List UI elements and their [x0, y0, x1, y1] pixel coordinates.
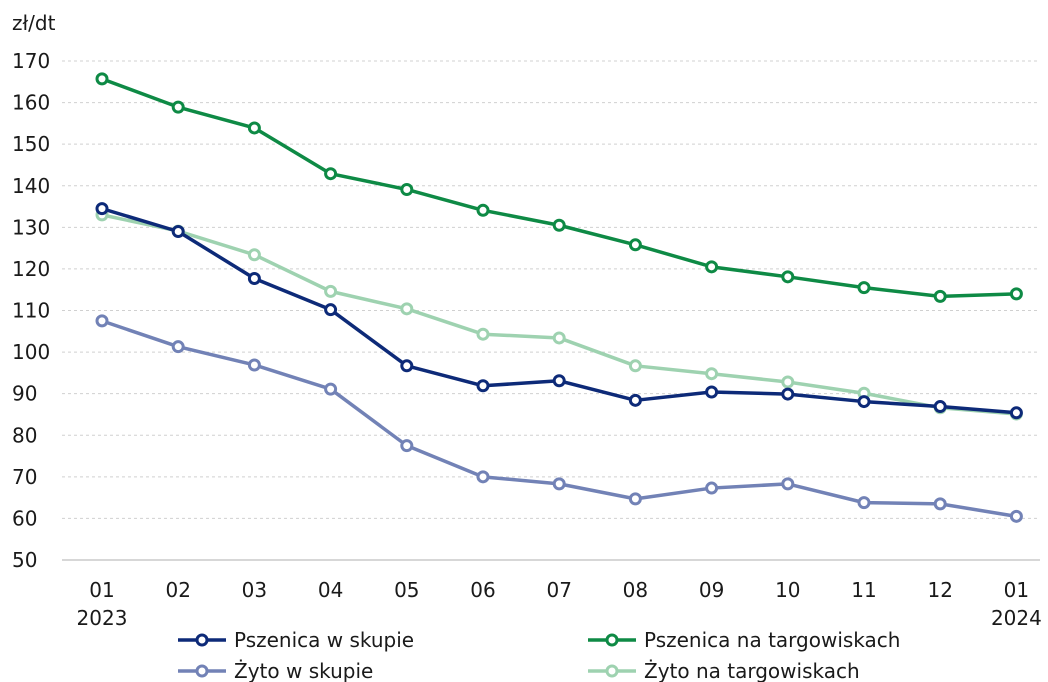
x-tick-label: 08	[623, 578, 648, 602]
data-point	[171, 340, 185, 354]
y-unit-label: zł/dt	[12, 11, 56, 35]
x-year-label: 2024	[991, 606, 1042, 630]
y-tick-label: 90	[12, 382, 37, 406]
y-tick-label: 110	[12, 299, 50, 323]
legend-swatch-marker	[605, 664, 619, 678]
data-point	[933, 497, 947, 511]
x-tick-label: 05	[394, 578, 419, 602]
data-point	[628, 393, 642, 407]
x-tick-label: 03	[242, 578, 267, 602]
legend-item: Pszenica w skupie	[178, 628, 414, 652]
series-1	[95, 72, 1023, 303]
x-tick-label: 01	[1004, 578, 1029, 602]
y-tick-label: 50	[12, 548, 37, 572]
x-tick-label: 01	[89, 578, 114, 602]
legend-label: Żyto na targowiskach	[644, 659, 860, 682]
data-point	[324, 303, 338, 317]
legend-item: Pszenica na targowiskach	[588, 628, 900, 652]
data-point	[552, 374, 566, 388]
y-tick-label: 130	[12, 215, 50, 239]
y-tick-label: 140	[12, 174, 50, 198]
data-point	[324, 382, 338, 396]
y-tick-label: 120	[12, 257, 50, 281]
x-tick-label: 02	[165, 578, 190, 602]
x-tick-label: 07	[546, 578, 571, 602]
data-point	[324, 167, 338, 181]
x-tick-label: 06	[470, 578, 495, 602]
legend-label: Pszenica w skupie	[234, 628, 414, 652]
data-point	[400, 302, 414, 316]
data-point	[1009, 287, 1023, 301]
x-tick-label: 11	[851, 578, 876, 602]
data-point	[95, 72, 109, 86]
data-point	[552, 477, 566, 491]
y-tick-label: 60	[12, 506, 37, 530]
data-point	[1009, 406, 1023, 420]
x-axis-ticks: 01 02 03 04 05 06 07 08 09 10 11 12 01 2023 2024	[77, 578, 1042, 630]
data-point	[781, 270, 795, 284]
data-point	[95, 202, 109, 216]
series-2	[95, 314, 1023, 523]
legend-label: Żyto w skupie	[234, 659, 373, 682]
series-0	[95, 202, 1023, 420]
data-point	[476, 203, 490, 217]
data-point	[400, 359, 414, 373]
data-point	[628, 238, 642, 252]
x-year-label: 2023	[77, 606, 128, 630]
y-tick-label: 160	[12, 91, 50, 115]
y-tick-label: 70	[12, 465, 37, 489]
data-point	[781, 477, 795, 491]
y-tick-label: 100	[12, 340, 50, 364]
data-point	[552, 331, 566, 345]
data-point	[476, 327, 490, 341]
data-point	[705, 385, 719, 399]
data-point	[857, 496, 871, 510]
y-tick-label: 170	[12, 49, 50, 73]
x-tick-label: 12	[927, 578, 952, 602]
legend-swatch-marker	[195, 664, 209, 678]
x-tick-label: 04	[318, 578, 343, 602]
data-point	[476, 379, 490, 393]
data-point	[933, 289, 947, 303]
legend-swatch-marker	[195, 633, 209, 647]
x-tick-label: 09	[699, 578, 724, 602]
data-point	[247, 121, 261, 135]
data-point	[552, 218, 566, 232]
data-point	[857, 281, 871, 295]
legend-swatch-marker	[605, 633, 619, 647]
data-point	[476, 470, 490, 484]
gridlines	[62, 60, 1040, 561]
data-point	[628, 492, 642, 506]
x-tick-label: 10	[775, 578, 800, 602]
data-point	[705, 481, 719, 495]
data-point	[171, 100, 185, 114]
legend-label: Pszenica na targowiskach	[644, 628, 900, 652]
data-point	[857, 395, 871, 409]
data-point	[705, 367, 719, 381]
y-tick-label: 80	[12, 423, 37, 447]
data-point	[171, 224, 185, 238]
y-tick-label: 150	[12, 132, 50, 156]
data-point	[400, 439, 414, 453]
data-point	[781, 387, 795, 401]
data-point	[324, 284, 338, 298]
data-point	[705, 260, 719, 274]
series	[95, 72, 1023, 523]
legend-item: Żyto w skupie	[178, 659, 373, 682]
legend: Pszenica w skupie Pszenica na targowiskac…	[178, 628, 900, 682]
data-point	[247, 271, 261, 285]
data-point	[247, 248, 261, 262]
data-point	[628, 359, 642, 373]
data-point	[247, 358, 261, 372]
data-point	[1009, 509, 1023, 523]
data-point	[400, 182, 414, 196]
legend-item: Żyto na targowiskach	[588, 659, 860, 682]
series-line	[101, 77, 1017, 299]
data-point	[95, 314, 109, 328]
series-3	[95, 208, 1023, 421]
data-point	[781, 375, 795, 389]
data-point	[933, 400, 947, 414]
y-axis-ticks: 50 60 70 80 90 100 110 120 130 140 150 160 170	[12, 49, 50, 572]
